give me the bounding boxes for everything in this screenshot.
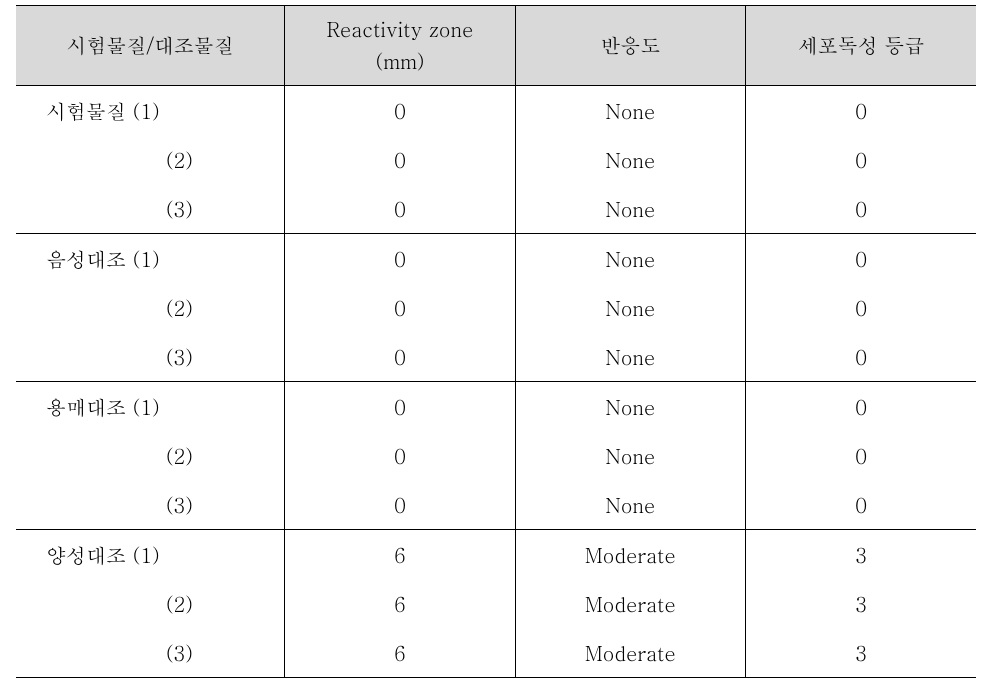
cell-zone: 6: [285, 628, 515, 678]
cell-reactivity: None: [515, 135, 745, 184]
table-row: 양성대조 (1)6Moderate3: [16, 529, 976, 579]
cell-substance: (3): [16, 628, 285, 678]
cell-zone: 0: [285, 332, 515, 382]
col-header-reactivity: 반응도: [515, 5, 745, 85]
cell-grade: 0: [746, 85, 976, 135]
cell-zone: 0: [285, 135, 515, 184]
cell-grade: 0: [746, 381, 976, 431]
cell-grade: 0: [746, 480, 976, 530]
table-row: (2)0None0: [16, 283, 976, 332]
cell-zone: 0: [285, 480, 515, 530]
cell-reactivity: None: [515, 85, 745, 135]
cell-reactivity: None: [515, 332, 745, 382]
col-header-text: 시험물질/대조물질: [66, 30, 234, 59]
cell-grade: 3: [746, 579, 976, 628]
cell-grade: 0: [746, 431, 976, 480]
cytotoxicity-table: 시험물질/대조물질 Reactivity zone (mm) 반응도 세포독성 …: [16, 5, 976, 678]
table-row: 음성대조 (1)0None0: [16, 233, 976, 283]
cell-reactivity: None: [515, 381, 745, 431]
cell-zone: 0: [285, 233, 515, 283]
table-header: 시험물질/대조물질 Reactivity zone (mm) 반응도 세포독성 …: [16, 5, 976, 85]
cell-reactivity: Moderate: [515, 579, 745, 628]
cell-grade: 0: [746, 184, 976, 234]
cytotoxicity-table-container: 시험물질/대조물질 Reactivity zone (mm) 반응도 세포독성 …: [16, 5, 976, 678]
cell-reactivity: None: [515, 184, 745, 234]
cell-zone: 0: [285, 431, 515, 480]
cell-substance: 음성대조 (1): [16, 233, 285, 283]
table-row: (3)6Moderate3: [16, 628, 976, 678]
cell-zone: 6: [285, 579, 515, 628]
table-row: (2)6Moderate3: [16, 579, 976, 628]
cell-grade: 0: [746, 135, 976, 184]
table-row: (3)0None0: [16, 184, 976, 234]
cell-substance: (3): [16, 480, 285, 530]
col-header-grade: 세포독성 등급: [746, 5, 976, 85]
cell-reactivity: None: [515, 283, 745, 332]
cell-substance: 시험물질 (1): [16, 85, 285, 135]
cell-grade: 0: [746, 283, 976, 332]
col-header-substance: 시험물질/대조물질: [16, 5, 285, 85]
cell-substance: (2): [16, 283, 285, 332]
cell-grade: 0: [746, 332, 976, 382]
col-header-text: Reactivity zone: [326, 13, 473, 45]
cell-zone: 6: [285, 529, 515, 579]
col-header-text: 세포독성 등급: [798, 30, 925, 59]
col-header-text: (mm): [376, 45, 425, 77]
cell-reactivity: None: [515, 233, 745, 283]
cell-reactivity: Moderate: [515, 628, 745, 678]
table-row: (2)0None0: [16, 135, 976, 184]
table-row: (2)0None0: [16, 431, 976, 480]
cell-substance: (3): [16, 332, 285, 382]
cell-zone: 0: [285, 381, 515, 431]
cell-substance: (2): [16, 579, 285, 628]
cell-substance: (2): [16, 135, 285, 184]
cell-reactivity: None: [515, 480, 745, 530]
cell-reactivity: Moderate: [515, 529, 745, 579]
cell-grade: 3: [746, 628, 976, 678]
cell-zone: 0: [285, 184, 515, 234]
cell-substance: 양성대조 (1): [16, 529, 285, 579]
cell-substance: (2): [16, 431, 285, 480]
cell-grade: 0: [746, 233, 976, 283]
cell-zone: 0: [285, 283, 515, 332]
cell-grade: 3: [746, 529, 976, 579]
cell-zone: 0: [285, 85, 515, 135]
table-row: (3)0None0: [16, 332, 976, 382]
table-body: 시험물질 (1)0None0 (2)0None0 (3)0None0음성대조 (…: [16, 85, 976, 677]
col-header-zone: Reactivity zone (mm): [285, 5, 515, 85]
cell-reactivity: None: [515, 431, 745, 480]
col-header-text: 반응도: [600, 30, 660, 59]
cell-substance: (3): [16, 184, 285, 234]
table-row: 용매대조 (1)0None0: [16, 381, 976, 431]
cell-substance: 용매대조 (1): [16, 381, 285, 431]
table-row: (3)0None0: [16, 480, 976, 530]
table-row: 시험물질 (1)0None0: [16, 85, 976, 135]
